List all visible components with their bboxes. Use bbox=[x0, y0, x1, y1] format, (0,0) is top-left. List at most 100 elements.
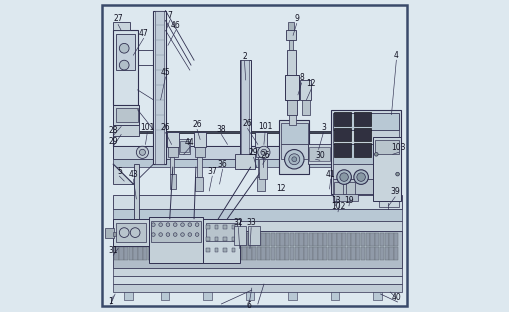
Bar bbox=[373, 138, 401, 201]
Bar bbox=[331, 110, 401, 194]
Text: 31: 31 bbox=[108, 246, 118, 255]
Bar bbox=[114, 268, 403, 276]
Bar bbox=[314, 232, 318, 246]
Bar bbox=[124, 232, 128, 246]
Text: 5: 5 bbox=[117, 167, 122, 176]
Text: 46: 46 bbox=[171, 21, 181, 30]
Bar bbox=[318, 247, 323, 260]
Bar bbox=[105, 228, 115, 237]
Bar bbox=[115, 247, 119, 260]
Bar bbox=[287, 50, 296, 75]
Text: 43: 43 bbox=[128, 170, 138, 178]
Bar bbox=[162, 232, 166, 246]
Bar bbox=[143, 232, 147, 246]
Bar bbox=[205, 232, 209, 246]
Bar bbox=[332, 144, 399, 164]
Bar bbox=[206, 248, 210, 252]
Circle shape bbox=[188, 223, 191, 227]
Bar bbox=[190, 247, 194, 260]
Bar bbox=[318, 232, 323, 246]
Text: 6: 6 bbox=[246, 301, 251, 310]
Bar bbox=[328, 232, 332, 246]
Bar bbox=[215, 248, 218, 252]
Bar bbox=[190, 232, 194, 246]
Bar bbox=[337, 232, 342, 246]
Bar bbox=[385, 247, 389, 260]
Bar bbox=[334, 182, 343, 195]
Bar bbox=[223, 236, 227, 241]
Text: 8: 8 bbox=[299, 74, 304, 82]
Circle shape bbox=[395, 172, 400, 176]
Circle shape bbox=[159, 233, 162, 236]
Bar bbox=[309, 247, 313, 260]
Bar bbox=[331, 292, 339, 300]
Bar bbox=[281, 123, 307, 144]
Bar bbox=[309, 232, 313, 246]
Text: 103: 103 bbox=[391, 143, 406, 152]
Bar bbox=[209, 247, 214, 260]
Text: 101: 101 bbox=[140, 123, 154, 132]
Bar bbox=[223, 247, 228, 260]
Bar bbox=[152, 232, 157, 246]
Circle shape bbox=[152, 223, 155, 227]
Bar bbox=[380, 232, 384, 246]
Bar bbox=[351, 247, 356, 260]
Bar bbox=[323, 247, 327, 260]
Bar bbox=[176, 247, 181, 260]
Bar bbox=[157, 247, 161, 260]
Bar bbox=[148, 247, 152, 260]
Bar bbox=[114, 231, 403, 268]
Circle shape bbox=[136, 146, 149, 158]
Bar bbox=[138, 232, 143, 246]
Text: 26: 26 bbox=[243, 119, 252, 128]
Bar bbox=[334, 112, 351, 125]
Bar bbox=[257, 177, 265, 191]
Bar bbox=[172, 232, 176, 246]
Bar bbox=[261, 232, 266, 246]
Text: 40: 40 bbox=[391, 294, 401, 303]
Text: 3: 3 bbox=[321, 123, 326, 132]
Bar bbox=[203, 292, 212, 300]
Circle shape bbox=[152, 233, 155, 236]
Bar bbox=[219, 232, 223, 246]
Bar bbox=[116, 34, 135, 70]
Bar bbox=[257, 247, 261, 260]
Bar bbox=[380, 247, 384, 260]
Bar bbox=[275, 247, 280, 260]
Circle shape bbox=[119, 60, 129, 70]
Bar bbox=[214, 232, 218, 246]
Bar bbox=[223, 248, 227, 252]
Circle shape bbox=[357, 173, 365, 181]
Bar bbox=[280, 247, 285, 260]
Text: 9: 9 bbox=[294, 14, 299, 23]
Bar bbox=[114, 124, 139, 136]
Circle shape bbox=[261, 149, 267, 155]
Text: 30: 30 bbox=[315, 151, 325, 160]
Bar bbox=[153, 11, 165, 164]
Text: 33: 33 bbox=[246, 218, 256, 227]
Bar bbox=[347, 232, 351, 246]
Bar bbox=[379, 196, 399, 207]
Bar bbox=[129, 232, 133, 246]
Text: 44: 44 bbox=[185, 138, 194, 147]
Bar bbox=[342, 232, 346, 246]
Bar bbox=[332, 179, 399, 194]
Bar bbox=[228, 232, 233, 246]
Bar bbox=[114, 195, 403, 209]
Bar bbox=[223, 225, 227, 229]
Bar bbox=[238, 232, 242, 246]
Bar bbox=[252, 232, 256, 246]
Bar bbox=[203, 219, 240, 263]
Bar bbox=[266, 247, 270, 260]
Bar bbox=[232, 225, 235, 229]
Text: 26: 26 bbox=[260, 151, 270, 160]
Bar bbox=[247, 226, 260, 246]
Text: 47: 47 bbox=[139, 29, 149, 38]
Bar bbox=[138, 247, 143, 260]
Circle shape bbox=[181, 233, 184, 236]
Bar bbox=[166, 247, 171, 260]
Bar bbox=[285, 232, 290, 246]
Circle shape bbox=[285, 149, 304, 169]
Bar bbox=[389, 247, 393, 260]
Bar bbox=[206, 225, 210, 229]
